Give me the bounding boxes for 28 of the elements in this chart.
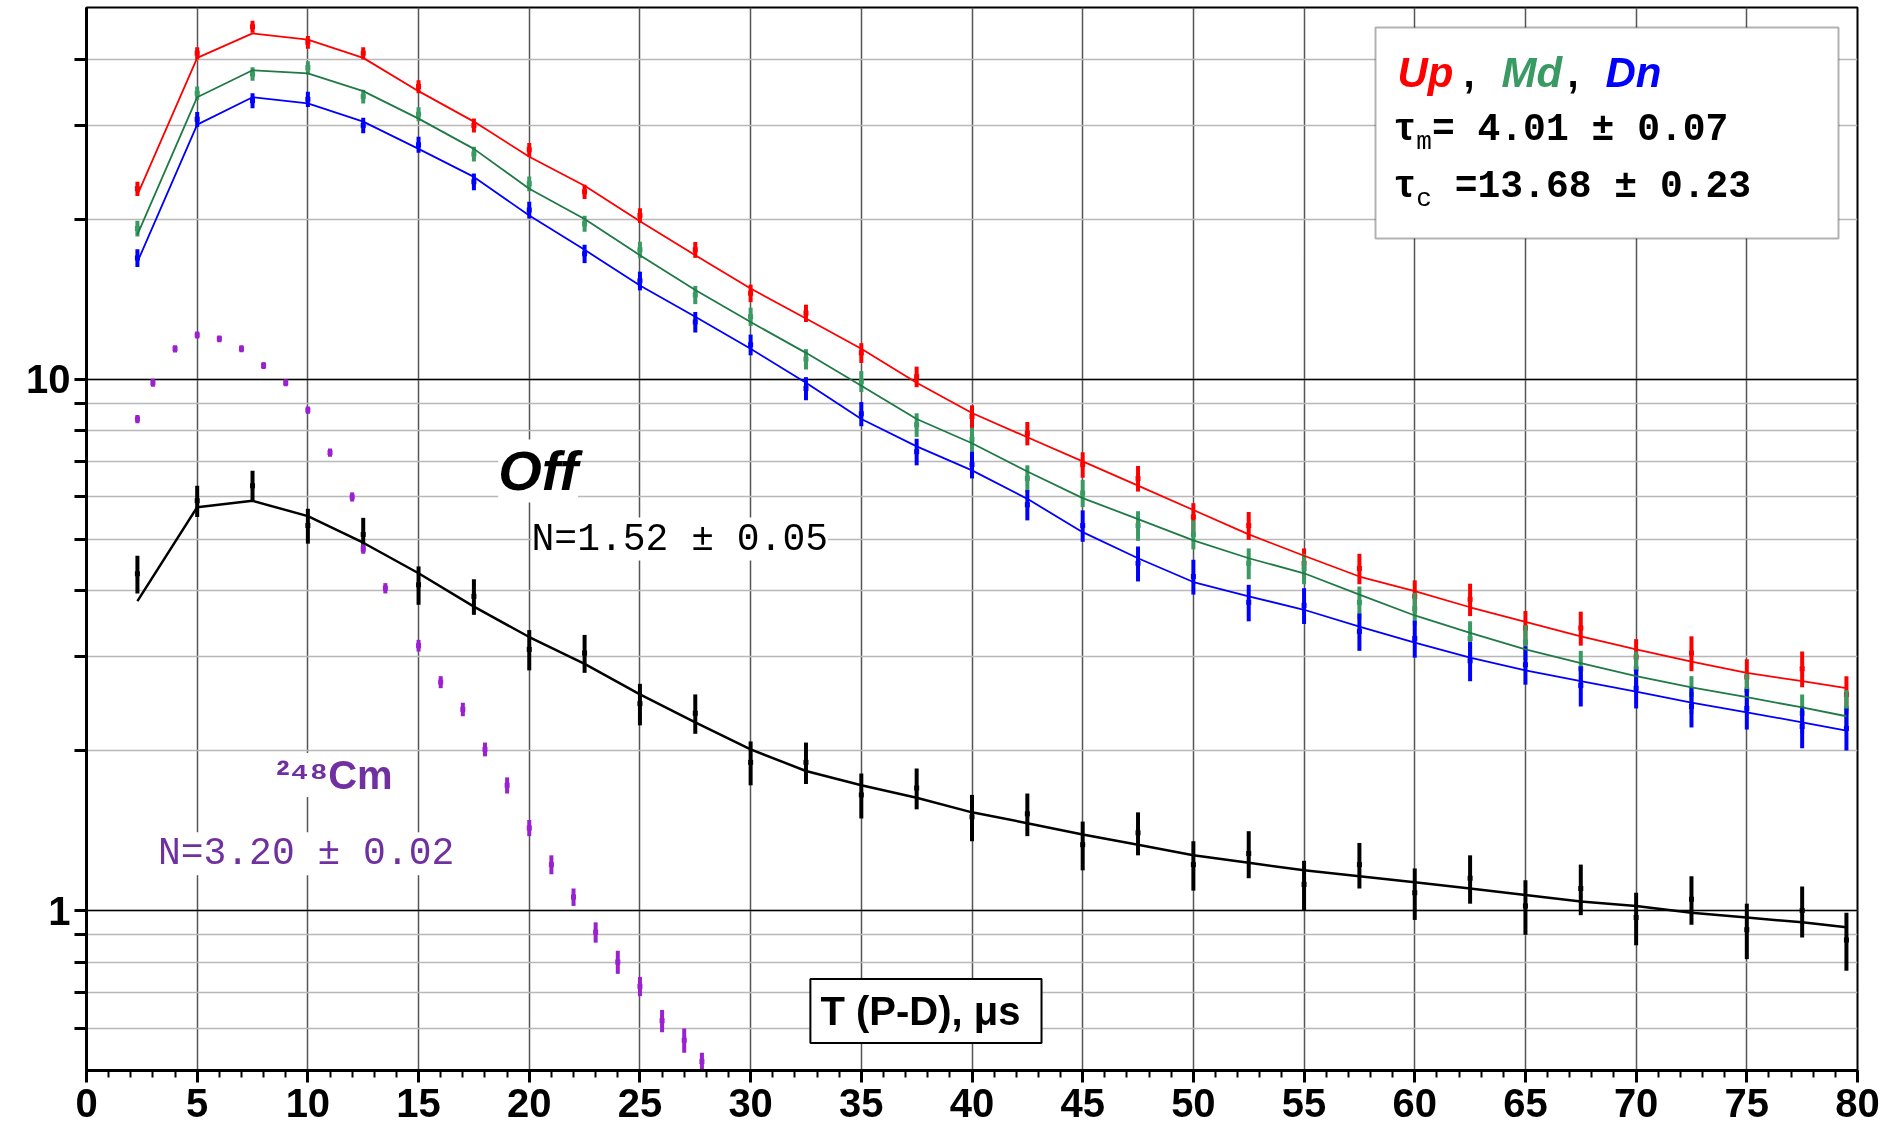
x-tick-label: 80: [1835, 1080, 1880, 1125]
x-tick-label: 40: [949, 1080, 995, 1125]
annotation: N=3.20 ± 0.02: [157, 832, 455, 876]
x-tick-label: 55: [1281, 1080, 1327, 1125]
y-tick-label: 1: [48, 888, 71, 933]
text: Up: [1397, 49, 1454, 96]
x-tick-label: 30: [728, 1080, 773, 1125]
x-axis-title: T (P-D), μs: [820, 988, 1021, 1033]
x-tick-label: 10: [285, 1080, 331, 1125]
text: Md: [1501, 49, 1564, 96]
x-tick-label: 15: [396, 1080, 441, 1125]
text: Dn: [1605, 49, 1662, 96]
x-tick-label: 0: [75, 1080, 98, 1125]
x-tick-label: 65: [1503, 1080, 1548, 1125]
x-tick-label: 5: [186, 1080, 209, 1125]
annotation: Off: [498, 439, 584, 503]
x-tick-label: 70: [1613, 1080, 1659, 1125]
x-tick-label: 45: [1060, 1080, 1105, 1125]
annotation: ,: [1567, 50, 1579, 95]
annotation: ²⁴⁸Cm: [276, 752, 393, 797]
x-tick-label: 25: [617, 1080, 663, 1125]
annotation: N=1.52 ± 0.05: [531, 517, 829, 561]
annotation: ,: [1463, 50, 1475, 95]
x-tick-label: 50: [1171, 1080, 1216, 1125]
x-tick-label: 75: [1724, 1080, 1770, 1125]
x-tick-label: 20: [507, 1080, 552, 1125]
x-tick-label: 35: [839, 1080, 884, 1125]
x-tick-label: 60: [1392, 1080, 1437, 1125]
